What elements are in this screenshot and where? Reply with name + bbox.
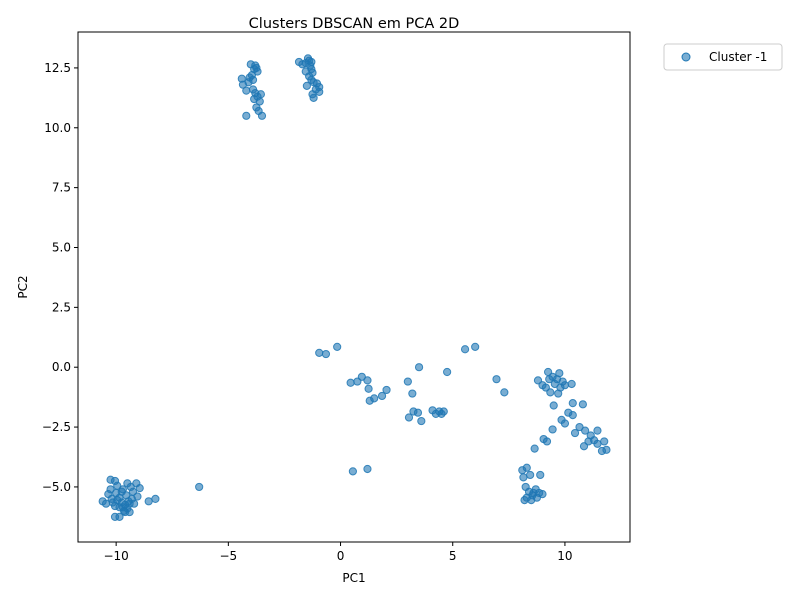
- data-point: [492, 375, 501, 384]
- data-point: [560, 419, 570, 428]
- data-point: [404, 413, 414, 422]
- data-point: [123, 479, 132, 488]
- data-point: [357, 372, 366, 381]
- x-tick-label: 5: [449, 549, 457, 563]
- data-point: [560, 381, 570, 390]
- data-point: [443, 367, 452, 377]
- chart-title: Clusters DBSCAN em PCA 2D: [249, 16, 460, 32]
- data-point: [113, 496, 122, 505]
- data-point: [257, 111, 267, 120]
- data-point: [575, 422, 584, 432]
- data-point: [151, 494, 160, 503]
- data-points: [98, 54, 611, 521]
- data-point: [302, 81, 311, 90]
- y-tick-label: 7.5: [52, 181, 71, 195]
- data-point: [526, 470, 535, 480]
- data-point: [548, 425, 557, 434]
- data-point: [242, 111, 251, 120]
- y-tick-label: 5.0: [52, 240, 71, 254]
- legend: Cluster -1: [663, 43, 783, 71]
- x-tick-label: −10: [103, 549, 128, 563]
- legend-marker: [681, 52, 691, 62]
- data-point: [307, 57, 316, 67]
- data-point: [377, 391, 387, 401]
- data-point: [460, 345, 470, 354]
- data-point: [500, 388, 509, 397]
- data-point: [382, 385, 391, 395]
- y-tick-label: −5.0: [42, 480, 71, 494]
- y-axis-ticks: −5.0 −2.5 0.0 2.5 5.0 7.5 10.0 12.5: [42, 61, 78, 494]
- data-point: [593, 439, 602, 448]
- data-point: [600, 437, 609, 446]
- y-tick-label: 10.0: [44, 121, 71, 135]
- data-point: [536, 470, 545, 480]
- data-point: [117, 487, 126, 496]
- data-point: [321, 349, 331, 359]
- data-point: [555, 369, 564, 378]
- data-point: [106, 485, 115, 494]
- data-point: [414, 363, 424, 372]
- data-point: [363, 464, 372, 474]
- data-point: [301, 67, 310, 76]
- y-tick-label: 2.5: [52, 300, 71, 314]
- data-point: [403, 377, 412, 386]
- data-point: [439, 407, 448, 416]
- data-point: [195, 482, 204, 492]
- data-point: [135, 484, 144, 493]
- legend-box: [663, 43, 783, 71]
- data-point: [520, 496, 529, 505]
- x-tick-label: 0: [337, 549, 345, 563]
- y-tick-label: −2.5: [42, 420, 71, 434]
- data-point: [568, 411, 577, 420]
- data-point: [602, 445, 611, 454]
- data-point: [529, 488, 538, 498]
- data-point: [581, 426, 590, 435]
- data-point: [408, 389, 417, 398]
- data-point: [364, 384, 373, 393]
- data-point: [115, 512, 124, 521]
- y-tick-label: 12.5: [44, 61, 71, 75]
- data-point: [370, 394, 379, 403]
- data-point: [133, 492, 142, 501]
- data-point: [346, 378, 355, 387]
- data-point: [315, 348, 324, 357]
- data-point: [121, 500, 130, 509]
- data-point: [568, 399, 577, 408]
- data-point: [242, 86, 251, 95]
- data-point: [567, 379, 576, 389]
- data-point: [538, 490, 547, 499]
- data-point: [363, 376, 372, 385]
- data-point: [471, 342, 480, 351]
- data-point: [333, 342, 342, 351]
- x-tick-label: 10: [557, 549, 572, 563]
- data-point: [253, 67, 262, 76]
- data-point: [546, 388, 555, 397]
- data-point: [308, 90, 317, 99]
- y-axis-label: PC2: [16, 275, 30, 298]
- data-point: [417, 416, 426, 426]
- data-point: [554, 389, 563, 398]
- data-point: [530, 444, 539, 453]
- data-point: [413, 408, 423, 417]
- data-point: [248, 75, 258, 84]
- x-axis-ticks: −10 −5 0 5 10: [103, 542, 573, 563]
- data-point: [593, 426, 602, 435]
- data-point: [578, 400, 587, 409]
- x-axis-label: PC1: [342, 571, 365, 585]
- y-tick-label: 0.0: [52, 360, 71, 374]
- data-point: [542, 437, 552, 446]
- data-point: [570, 428, 580, 438]
- data-point: [144, 497, 153, 506]
- x-tick-label: −5: [219, 549, 237, 563]
- data-point: [522, 463, 531, 472]
- plot-frame: [77, 31, 631, 543]
- data-point: [348, 467, 357, 476]
- data-point: [315, 87, 324, 96]
- data-point: [250, 94, 259, 104]
- data-point: [549, 401, 558, 410]
- data-point: [519, 473, 528, 482]
- legend-label: Cluster -1: [709, 50, 767, 64]
